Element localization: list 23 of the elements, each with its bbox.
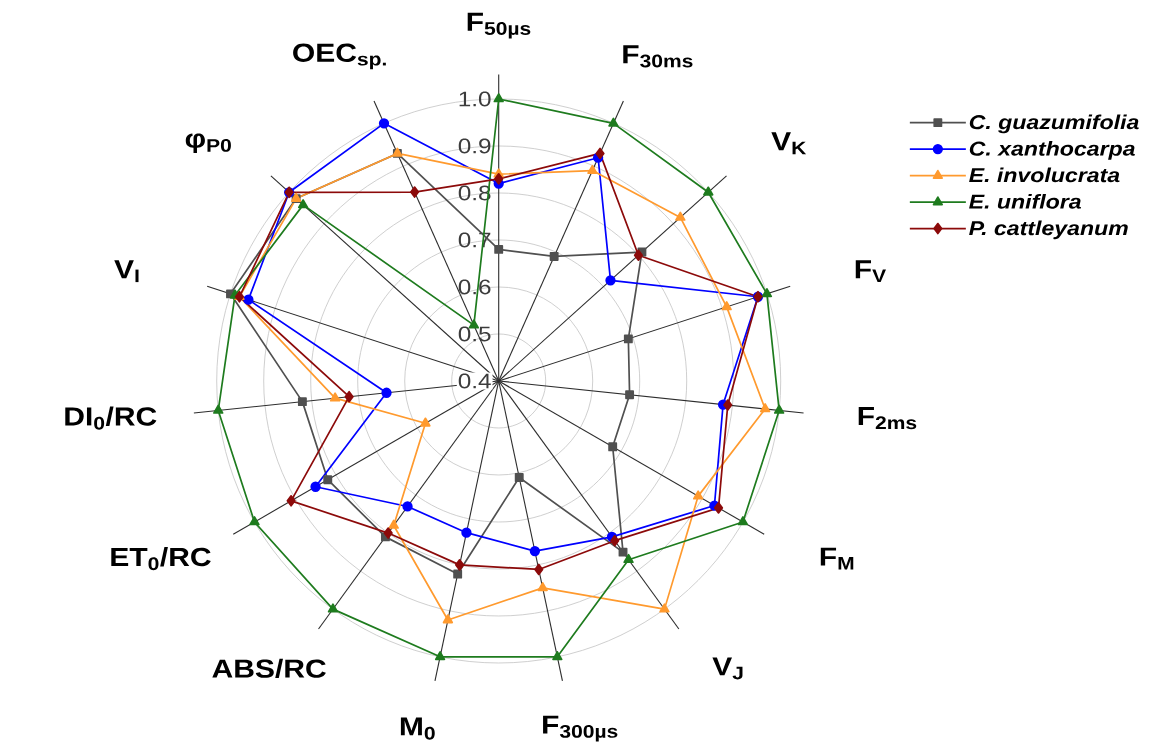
legend-label: E. uniflora	[969, 194, 1081, 209]
spoke-label: V$_{J}$	[712, 657, 743, 680]
spoke-label: F$_{300µs}$	[543, 715, 618, 742]
spoke-label: ABS/RC	[212, 658, 326, 679]
spoke-label: OEC$_{sp.}$	[293, 43, 386, 70]
y-tick-label: 0.9	[458, 138, 491, 154]
legend-label: P. cattleyanum	[969, 220, 1128, 240]
spoke-label: F$_{M}$	[820, 547, 854, 570]
spoke-label: F$_{30ms}$	[623, 45, 693, 68]
legend-label: E. involucrata	[969, 167, 1120, 183]
y-tick-label: 1.0	[459, 91, 491, 107]
legend-label: C. guazumifolia	[969, 114, 1139, 134]
spoke-label: V$_{I}$	[114, 260, 139, 283]
spoke-label: M$_{0}$	[400, 717, 435, 740]
y-tick-label: 0.4	[458, 373, 491, 389]
legend-label: C. xanthocarpa	[969, 141, 1135, 160]
spoke-label: F$_{2ms}$	[858, 407, 917, 430]
spoke-label: DI$_{0}$/RC	[65, 406, 157, 430]
spoke-label: V$_{K}$	[771, 132, 807, 155]
spoke-label: φ$_{P0}$	[185, 133, 231, 153]
spoke-label: F$_{V}$	[855, 260, 886, 283]
spoke-label: F$_{50µs}$	[467, 12, 531, 39]
spoke-label: ET$_{0}$/RC	[111, 547, 211, 571]
